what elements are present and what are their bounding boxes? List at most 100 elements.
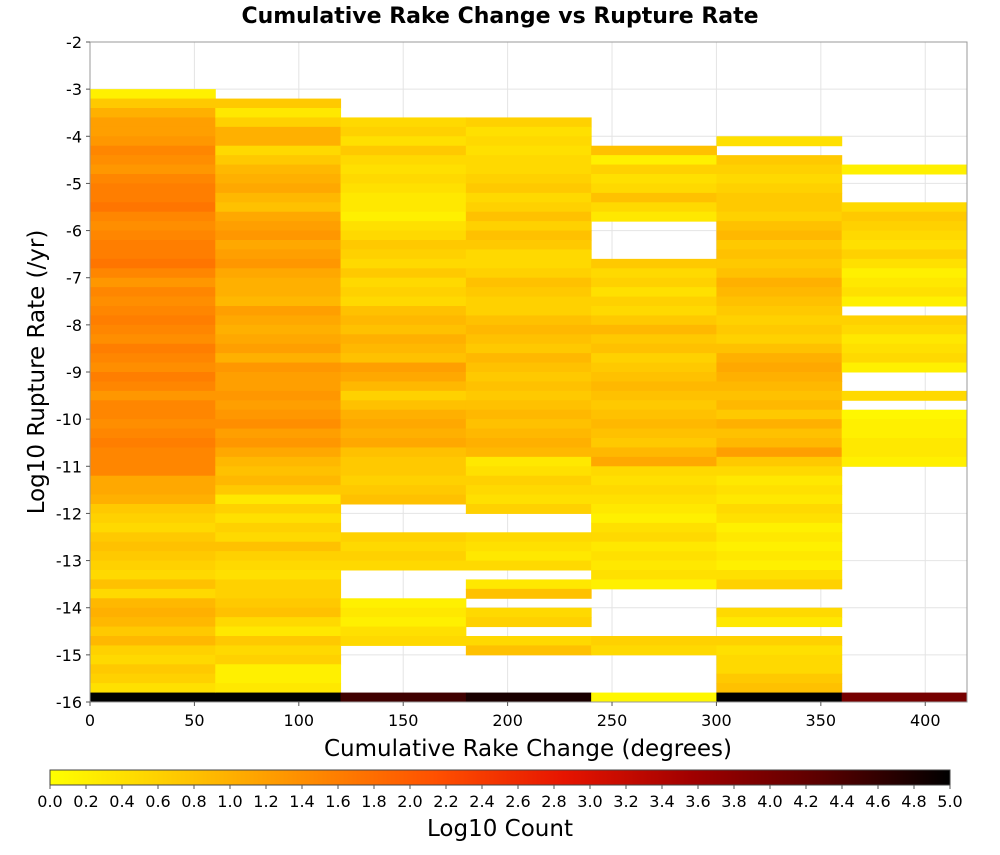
heatmap-cell xyxy=(90,108,216,118)
x-tick-label: 200 xyxy=(492,711,523,730)
heatmap-cell xyxy=(716,343,843,354)
heatmap-cell xyxy=(340,306,467,316)
heatmap-cell xyxy=(340,532,467,543)
heatmap-cell xyxy=(90,419,216,430)
heatmap-cell xyxy=(340,211,467,222)
y-tick-label: -14 xyxy=(56,599,82,618)
heatmap-cell xyxy=(340,230,467,241)
heatmap-cell xyxy=(215,456,342,467)
heatmap-cell xyxy=(215,306,342,316)
heatmap-cell xyxy=(215,108,342,118)
heatmap-cell xyxy=(591,409,717,420)
colorbar-tick-label: 4.8 xyxy=(901,792,926,811)
colorbar-tick-label: 3.4 xyxy=(649,792,674,811)
heatmap-cell xyxy=(215,202,342,213)
colorbar-tick-label: 0.2 xyxy=(73,792,98,811)
heatmap-cell xyxy=(841,447,968,458)
colorbar-label: Log10 Count xyxy=(427,816,573,842)
heatmap-cell xyxy=(716,504,843,514)
heatmap-cell xyxy=(90,522,216,533)
heatmap-cell xyxy=(841,211,968,222)
heatmap-cell xyxy=(215,654,342,665)
heatmap-cell xyxy=(591,334,717,345)
chart-title: Cumulative Rake Change vs Rupture Rate xyxy=(241,4,758,29)
heatmap-cell xyxy=(340,362,467,373)
heatmap-cell xyxy=(215,636,342,646)
heatmap-cell xyxy=(841,428,968,439)
heatmap-cell xyxy=(215,541,342,552)
y-tick-label: -11 xyxy=(56,457,82,476)
heatmap-cell xyxy=(716,400,843,411)
colorbar-tick-label: 3.8 xyxy=(721,792,746,811)
heatmap-cell xyxy=(716,155,843,166)
colorbar-tick-label: 0.4 xyxy=(109,792,134,811)
heatmap-cell xyxy=(591,353,717,364)
heatmap-cell xyxy=(90,560,216,571)
heatmap-cell xyxy=(591,541,717,552)
heatmap-cell xyxy=(465,296,592,307)
heatmap-cell xyxy=(215,155,342,166)
heatmap-cell xyxy=(591,258,717,269)
heatmap-cell xyxy=(90,202,216,213)
heatmap-cell xyxy=(591,522,717,533)
heatmap-cell xyxy=(465,268,592,279)
heatmap-cell xyxy=(841,438,968,448)
colorbar-tick-label: 1.8 xyxy=(361,792,386,811)
heatmap-cell xyxy=(465,532,592,543)
heatmap-cell xyxy=(340,438,467,448)
heatmap-cell xyxy=(215,362,342,373)
colorbar-tick-label: 3.6 xyxy=(685,792,710,811)
heatmap-cell xyxy=(90,268,216,279)
heatmap-cell xyxy=(716,136,843,147)
heatmap-cell xyxy=(340,145,467,156)
x-axis-ticks: 0 50 100 150 200 250 300 350 400 xyxy=(85,702,941,730)
heatmap-cell xyxy=(465,258,592,269)
x-tick-label: 150 xyxy=(388,711,419,730)
heatmap-cell xyxy=(591,513,717,524)
colorbar-tick-label: 2.2 xyxy=(433,792,458,811)
heatmap-cell xyxy=(90,183,216,194)
colorbar-tick-label: 1.6 xyxy=(325,792,350,811)
heatmap-cell xyxy=(716,579,843,590)
heatmap-cell xyxy=(215,164,342,175)
heatmap-cell xyxy=(716,306,843,316)
heatmap-cell xyxy=(841,362,968,373)
heatmap-cell xyxy=(215,579,342,590)
x-tick-label: 100 xyxy=(284,711,315,730)
heatmap-cell xyxy=(215,258,342,269)
heatmap-cell xyxy=(215,240,342,250)
heatmap-cell xyxy=(340,277,467,288)
heatmap-cell xyxy=(716,664,843,675)
heatmap-cell xyxy=(90,211,216,222)
heatmap-cell xyxy=(215,692,342,703)
heatmap-cell xyxy=(465,202,592,213)
heatmap-cell xyxy=(90,381,216,392)
heatmap-cell xyxy=(340,315,467,326)
heatmap-cell xyxy=(90,306,216,316)
heatmap-cell xyxy=(340,155,467,166)
heatmap-cell xyxy=(716,221,843,232)
heatmap-cell xyxy=(340,372,467,382)
x-tick-label: 250 xyxy=(597,711,628,730)
heatmap-cell xyxy=(716,570,843,580)
heatmap-cell xyxy=(90,692,216,703)
heatmap-cell xyxy=(841,268,968,279)
heatmap-cell xyxy=(716,438,843,448)
heatmap-cell xyxy=(716,268,843,279)
heatmap-cell xyxy=(465,475,592,486)
heatmap-cell xyxy=(340,636,467,646)
heatmap-cell xyxy=(215,664,342,675)
heatmap-cell xyxy=(215,334,342,345)
y-tick-label: -13 xyxy=(56,552,82,571)
heatmap-cell xyxy=(465,126,592,137)
heatmap-cell xyxy=(591,645,717,656)
heatmap-cell xyxy=(340,126,467,137)
heatmap-cell xyxy=(465,334,592,345)
y-tick-label: -12 xyxy=(56,504,82,523)
x-tick-label: 300 xyxy=(701,711,732,730)
heatmap-cell xyxy=(841,221,968,232)
heatmap-cell xyxy=(215,277,342,288)
heatmap-cell xyxy=(716,428,843,439)
heatmap-cell xyxy=(591,428,717,439)
heatmap-cell xyxy=(340,268,467,279)
